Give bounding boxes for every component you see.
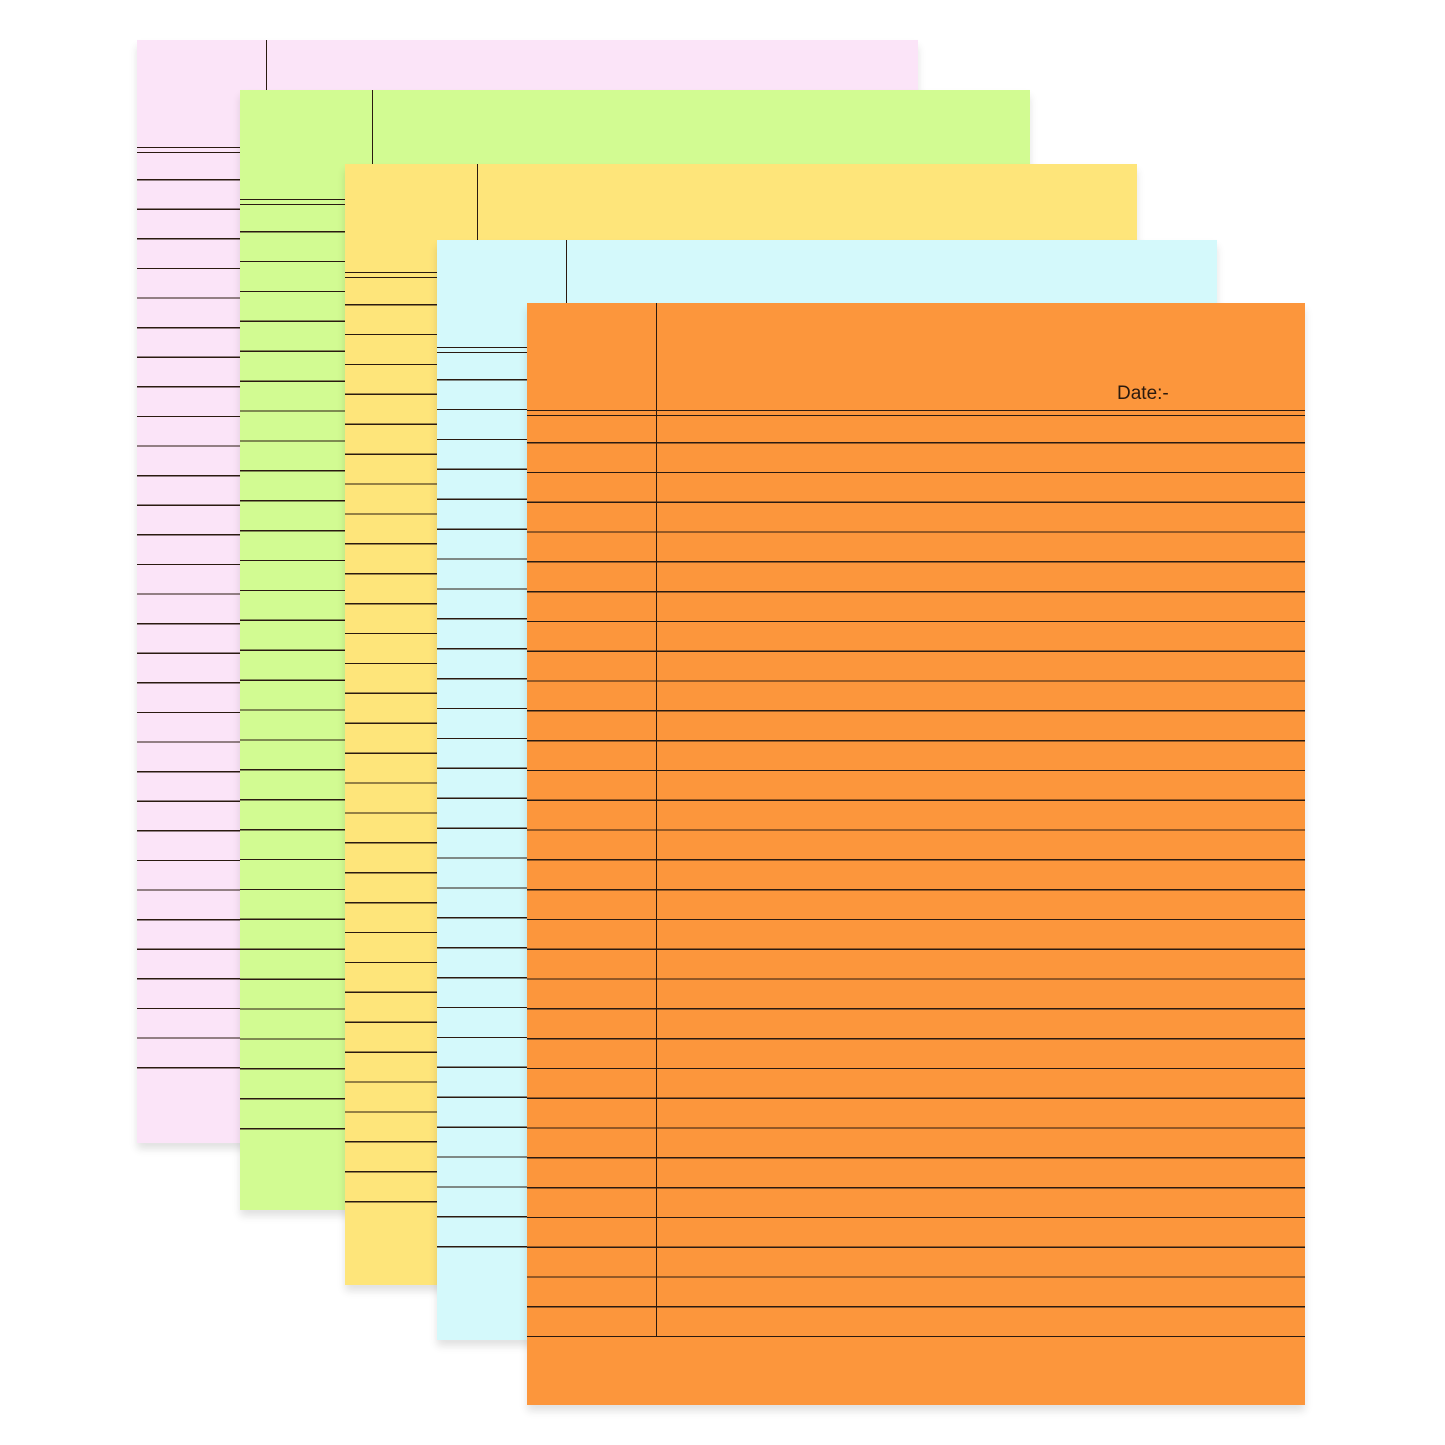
header-rule <box>527 410 1305 416</box>
margin-line <box>656 303 657 1336</box>
ruled-lines <box>527 441 1305 1337</box>
orange-sheet <box>527 303 1305 1405</box>
date-label: Date:- <box>1117 383 1169 404</box>
